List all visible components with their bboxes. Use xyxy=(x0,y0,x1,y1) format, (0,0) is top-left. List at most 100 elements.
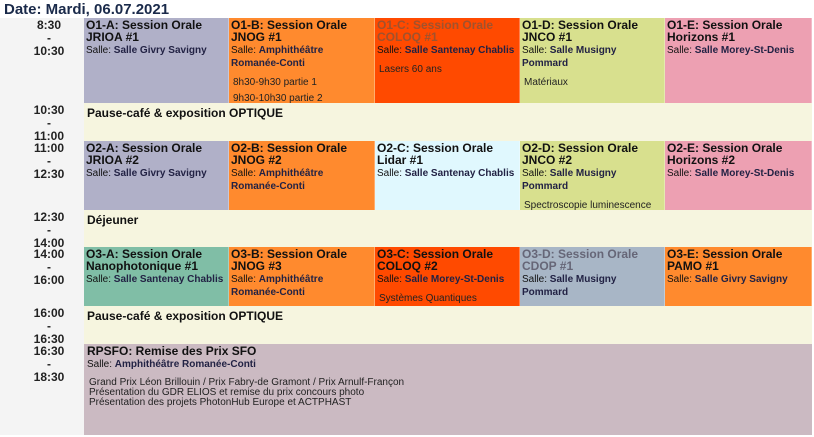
time-end: 16:00 xyxy=(33,273,65,287)
session-cell[interactable]: O1-A: Session Orale JRIOA #1 Salle: Salle… xyxy=(84,18,229,103)
time-dash: - xyxy=(47,319,51,333)
session-cell[interactable]: O2-C: Session Orale Lidar #1 Salle: Salle… xyxy=(375,141,520,210)
room-prefix: Salle: xyxy=(231,274,259,285)
session-room: Salle: Salle Santenay Chablis xyxy=(86,273,226,286)
session-cell[interactable]: O2-B: Session Orale JNOG #2 Salle: Amphit… xyxy=(229,141,375,210)
time-start: 16:30 xyxy=(33,344,65,358)
session-title[interactable]: O3-A: Session Orale Nanophotonique #1 xyxy=(86,247,203,273)
time-slot: 12:30-14:00 xyxy=(0,210,84,250)
room-name: Salle Givry Savigny xyxy=(113,168,207,179)
room-name: Salle Morey-St-Denis xyxy=(694,168,795,179)
session-cell[interactable]: O2-E: Session Orale Horizons #2 Salle: Sa… xyxy=(665,141,812,210)
session-note: Lasers 60 ans xyxy=(379,64,442,75)
session-cell[interactable]: O1-E: Session Orale Horizons #1 Salle: Sa… xyxy=(665,18,812,103)
break-row: Pause-café & exposition OPTIQUE xyxy=(84,306,812,344)
room-name: Amphithéâtre Romanée-Conti xyxy=(231,168,324,192)
session-title[interactable]: O3-D: Session Orale CDOP #1 xyxy=(522,247,639,273)
session-note: Matériaux xyxy=(524,77,568,88)
break-row: Pause-café & exposition OPTIQUE xyxy=(84,103,812,141)
session-room: Salle: Salle Musigny Pommard xyxy=(522,167,662,193)
room-prefix: Salle: xyxy=(522,45,550,56)
time-slot: 16:30-18:30 xyxy=(0,344,84,435)
session-title[interactable]: O1-D: Session Orale JNCO #1 xyxy=(522,18,639,44)
session-notes: Matériaux xyxy=(522,75,662,91)
session-title[interactable]: RPSFO: Remise des Prix SFO xyxy=(87,344,257,358)
room-prefix: Salle: xyxy=(87,359,115,370)
room-prefix: Salle: xyxy=(231,45,259,56)
session-cell[interactable]: O2-A: Session Orale JRIOA #2 Salle: Salle… xyxy=(84,141,229,210)
session-room: Salle: Amphithéâtre Romanée-Conti xyxy=(231,167,372,193)
session-title[interactable]: O1-B: Session Orale JNOG #1 xyxy=(231,18,348,44)
time-dash: - xyxy=(47,154,51,168)
session-title[interactable]: O2-A: Session Orale JRIOA #2 xyxy=(86,141,203,167)
session-room: Salle: Salle Morey-St-Denis xyxy=(667,44,809,57)
session-title[interactable]: O3-C: Session Orale COLOQ #2 xyxy=(377,247,494,273)
time-end: 10:30 xyxy=(33,44,65,58)
session-cell[interactable]: O1-D: Session Orale JNCO #1 Salle: Salle … xyxy=(520,18,665,103)
session-title[interactable]: O2-C: Session Orale Lidar #1 xyxy=(377,141,494,167)
session-title[interactable]: O1-E: Session Orale Horizons #1 xyxy=(667,18,783,44)
session-room: Salle: Salle Morey-St-Denis xyxy=(377,273,517,286)
room-name: Salle Santenay Chablis xyxy=(404,168,515,179)
time-dash: - xyxy=(47,357,51,371)
room-prefix: Salle: xyxy=(667,274,695,285)
time-slot: 11:00-12:30 xyxy=(0,141,84,210)
session-cell[interactable]: O3-A: Session Orale Nanophotonique #1 Sal… xyxy=(84,247,229,306)
room-name: Salle Musigny Pommard xyxy=(522,274,617,298)
time-start: 10:30 xyxy=(33,103,65,117)
session-title[interactable]: O3-B: Session Orale JNOG #3 xyxy=(231,247,348,273)
room-prefix: Salle: xyxy=(231,168,259,179)
time-slot: 10:30-11:00 xyxy=(0,103,84,143)
session-cell[interactable]: O1-C: Session Orale COLOQ #1 Salle: Salle… xyxy=(375,18,520,103)
session-room: Salle: Salle Musigny Pommard xyxy=(522,273,662,299)
session-room: Salle: Amphithéâtre Romanée-Conti xyxy=(231,44,372,70)
room-name: Amphithéâtre Romanée-Conti xyxy=(114,359,256,370)
session-title[interactable]: O2-E: Session Orale Horizons #2 xyxy=(667,141,783,167)
session-room: Salle: Salle Santenay Chablis xyxy=(377,44,517,57)
session-title[interactable]: O1-A: Session Orale JRIOA #1 xyxy=(86,18,203,44)
session-cell[interactable]: O1-B: Session Orale JNOG #1 Salle: Amphit… xyxy=(229,18,375,103)
time-slot: 8:30-10:30 xyxy=(0,18,84,103)
plenary-session[interactable]: RPSFO: Remise des Prix SFO Salle: Amphith… xyxy=(84,344,812,435)
time-dash: - xyxy=(47,223,51,237)
time-start: 14:00 xyxy=(33,247,65,261)
time-dash: - xyxy=(47,116,51,130)
session-note: Grand Prix Léon Brillouin / Prix Fabry-d… xyxy=(89,377,405,388)
room-prefix: Salle: xyxy=(86,45,114,56)
room-prefix: Salle: xyxy=(667,168,695,179)
session-title[interactable]: O2-D: Session Orale JNCO #2 xyxy=(522,141,639,167)
room-prefix: Salle: xyxy=(522,168,550,179)
room-prefix: Salle: xyxy=(377,168,405,179)
session-note: 8h30-9h30 partie 1 xyxy=(233,77,317,88)
session-notes: Grand Prix Léon Brillouin / Prix Fabry-d… xyxy=(87,378,809,408)
session-title[interactable]: O3-E: Session Orale PAMO #1 xyxy=(667,247,783,273)
session-room: Salle: Salle Givry Savigny xyxy=(86,167,226,180)
room-name: Amphithéâtre Romanée-Conti xyxy=(231,274,324,298)
session-note: Systèmes Quantiques xyxy=(379,293,477,304)
session-title[interactable]: O1-C: Session Orale COLOQ #1 xyxy=(377,18,494,44)
room-name: Salle Morey-St-Denis xyxy=(404,274,505,285)
session-room: Salle: Salle Morey-St-Denis xyxy=(667,167,809,180)
time-slot: 14:00-16:00 xyxy=(0,247,84,306)
session-cell[interactable]: O3-E: Session Orale PAMO #1 Salle: Salle … xyxy=(665,247,812,306)
time-end: 18:30 xyxy=(33,370,65,384)
session-notes: Systèmes Quantiques xyxy=(377,291,517,306)
session-note: 9h30-10h30 partie 2 xyxy=(233,93,323,103)
room-name: Salle Santenay Chablis xyxy=(404,45,515,56)
time-start: 16:00 xyxy=(33,306,65,320)
session-note: Présentation des projets PhotonHub Europ… xyxy=(89,397,352,408)
session-cell[interactable]: O2-D: Session Orale JNCO #2 Salle: Salle … xyxy=(520,141,665,210)
room-prefix: Salle: xyxy=(377,45,405,56)
time-end: 11:00 xyxy=(33,129,65,143)
session-room: Salle: Salle Givry Savigny xyxy=(667,273,809,286)
session-cell[interactable]: O3-C: Session Orale COLOQ #2 Salle: Salle… xyxy=(375,247,520,306)
session-cell[interactable]: O3-B: Session Orale JNOG #3 Salle: Amphit… xyxy=(229,247,375,306)
time-end: 12:30 xyxy=(33,167,65,181)
session-notes: 8h30-9h30 partie 1 9h30-10h30 partie 2 xyxy=(231,75,372,103)
session-room: Salle: Salle Musigny Pommard xyxy=(522,44,662,70)
session-cell[interactable]: O3-D: Session Orale CDOP #1 Salle: Salle … xyxy=(520,247,665,306)
time-dash: - xyxy=(47,31,51,45)
date-heading: Date: Mardi, 06.07.2021 xyxy=(4,1,170,18)
break-row: Déjeuner xyxy=(84,210,812,247)
session-title[interactable]: O2-B: Session Orale JNOG #2 xyxy=(231,141,348,167)
